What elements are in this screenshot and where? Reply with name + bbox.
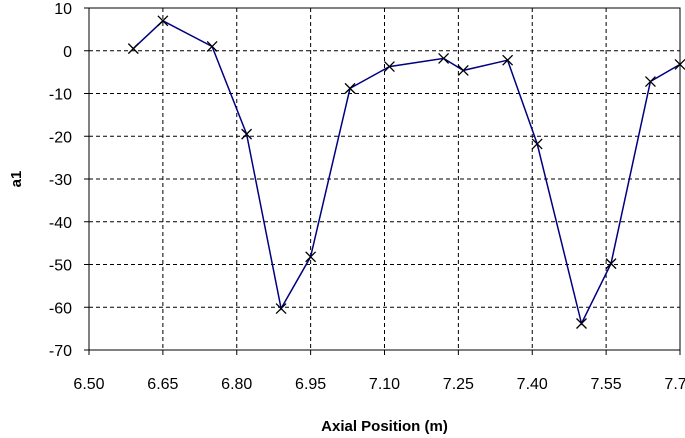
x-tick-label: 6.65 xyxy=(147,376,178,393)
x-tick-label: 6.95 xyxy=(295,376,326,393)
data-point-marker xyxy=(605,258,617,270)
x-tick-label: 7.40 xyxy=(517,376,548,393)
data-point-marker xyxy=(127,43,139,55)
y-tick-label: -70 xyxy=(49,343,72,360)
x-tick-label: 7.10 xyxy=(369,376,400,393)
data-point-marker xyxy=(438,52,450,64)
x-tick-label: 7.25 xyxy=(443,376,474,393)
y-tick-label: -50 xyxy=(49,258,72,275)
y-tick-label: 10 xyxy=(54,1,72,18)
data-point-marker xyxy=(241,128,253,140)
data-point-marker xyxy=(275,303,287,314)
y-tick-label: 0 xyxy=(63,44,72,61)
y-tick-label: -60 xyxy=(49,300,72,317)
x-tick-label: 6.50 xyxy=(73,376,104,393)
data-point-marker xyxy=(157,15,169,27)
y-tick-labels: 10 0 -10 -20 -30 -40 -50 -60 -70 xyxy=(49,1,89,360)
grid-lines xyxy=(89,8,680,350)
data-point-marker xyxy=(502,54,514,66)
data-point-marker xyxy=(344,82,356,94)
data-point-marker xyxy=(576,318,587,329)
x-tick-label: 7.55 xyxy=(591,376,622,393)
x-tick-label: 6.80 xyxy=(221,376,252,393)
y-tick-label: -20 xyxy=(49,129,72,146)
series-line xyxy=(132,19,681,326)
y-tick-label: -40 xyxy=(49,215,72,232)
data-point-marker xyxy=(644,76,656,87)
x-axis-title: Axial Position (m) xyxy=(321,418,448,435)
data-series xyxy=(127,15,685,329)
data-point-marker xyxy=(457,64,469,76)
data-point-marker xyxy=(531,138,543,150)
y-axis-title: a1 xyxy=(8,171,25,188)
data-point-marker xyxy=(305,251,317,263)
x-tick-label: 7.70 xyxy=(664,376,685,393)
data-point-marker xyxy=(206,41,218,52)
data-point-marker xyxy=(383,61,395,73)
x-tick-labels: 6.50 6.65 6.80 6.95 7.10 7.25 7.40 7.55 7.70 xyxy=(73,350,685,393)
y-tick-label: -10 xyxy=(49,87,72,104)
y-tick-label: -30 xyxy=(49,172,72,189)
data-point-marker xyxy=(674,58,685,70)
